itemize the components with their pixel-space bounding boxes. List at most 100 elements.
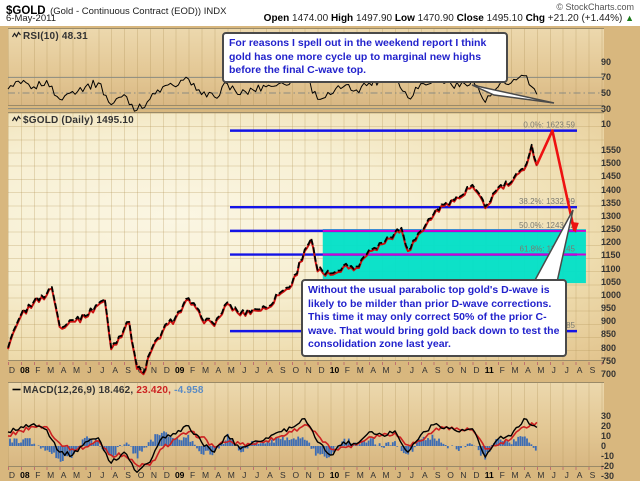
rsi-label-text: RSI(10) 48.31 xyxy=(23,31,88,42)
macd-label-red: 23.420, xyxy=(136,385,172,396)
x-axis-label: A xyxy=(576,365,583,375)
x-axis-label: A xyxy=(112,470,119,480)
x-axis-label: N xyxy=(460,470,467,480)
close-value: 1495.10 xyxy=(486,13,523,24)
line-dash-icon xyxy=(12,385,21,397)
x-axis-label: J xyxy=(564,365,569,375)
y-axis-label: 10 xyxy=(601,119,612,130)
price-label-text: $GOLD (Daily) 1495.10 xyxy=(23,115,134,126)
stockcharts-credit: © StockCharts.com xyxy=(556,2,634,12)
x-axis-label: J xyxy=(396,470,402,480)
x-axis-label: J xyxy=(87,470,92,480)
x-axis-label: J xyxy=(254,470,260,480)
y-axis-label: 1550 xyxy=(601,145,622,156)
high-value: 1497.90 xyxy=(355,13,393,24)
y-axis-label: 10 xyxy=(601,430,612,441)
x-axis-label: 09 xyxy=(174,470,185,480)
x-axis-label: A xyxy=(370,470,377,480)
x-axis-label: J xyxy=(409,470,415,480)
x-axis-label: 08 xyxy=(20,470,30,480)
x-axis-label: M xyxy=(201,470,210,480)
x-axis-label: F xyxy=(499,470,505,480)
x-axis-label: S xyxy=(280,470,286,480)
macd-panel: MACD(12,26,9) 18.462, 23.420, -4.958 xyxy=(8,382,604,467)
x-axis-label: O xyxy=(292,470,300,480)
x-axis-label: J xyxy=(564,470,569,480)
x-axis-label: M xyxy=(382,470,390,480)
x-axis-label: M xyxy=(511,470,519,480)
y-axis-label: 30 xyxy=(601,410,612,421)
y-axis-label: 70 xyxy=(601,72,612,83)
x-axis-label: S xyxy=(589,365,596,375)
x-axis-label: M xyxy=(537,470,545,480)
y-axis-label: 1350 xyxy=(601,197,622,208)
y-axis-label: 950 xyxy=(601,303,617,314)
title-row: $GOLD (Gold - Continuous Contract (EOD))… xyxy=(6,1,634,17)
x-axis-label: O xyxy=(137,470,145,480)
up-triangle-icon: ▲ xyxy=(625,13,634,23)
y-axis-label: 90 xyxy=(601,56,612,67)
indicator-squiggle-icon xyxy=(11,115,21,127)
x-axis-label: F xyxy=(189,470,196,480)
chart-body: RSI(10) 48.31 $GOLD (Daily) 1495.10 MACD… xyxy=(0,26,640,481)
axis-tick-strip xyxy=(8,467,604,470)
y-axis-label: 1100 xyxy=(601,263,621,274)
y-axis-label: 0 xyxy=(601,441,607,451)
y-axis-label: 750 xyxy=(601,355,617,366)
y-axis-label: 1200 xyxy=(601,237,622,248)
close-label: Close xyxy=(456,13,484,24)
macd-label-black: MACD(12,26,9) 18.462, xyxy=(23,385,134,396)
macd-label-blue: -4.958 xyxy=(174,385,204,396)
annotation-box-top: For reasons I spell out in the weekend r… xyxy=(222,32,508,83)
low-label: Low xyxy=(394,13,415,24)
indicator-squiggle-icon xyxy=(11,31,21,43)
x-axis-label: N xyxy=(305,470,312,480)
chart-date: 6-May-2011 xyxy=(6,13,56,24)
y-axis-label: 30 xyxy=(601,103,612,114)
y-axis-label: -20 xyxy=(601,461,615,472)
x-axis-label: A xyxy=(267,470,273,480)
axis-tick-strip xyxy=(8,362,604,365)
y-axis-label: 1500 xyxy=(601,158,622,169)
x-axis-label: 11 xyxy=(484,470,494,480)
y-axis-label: 1300 xyxy=(601,210,622,221)
x-axis-label: S xyxy=(589,470,596,480)
macd-panel-label: MACD(12,26,9) 18.462, 23.420, -4.958 xyxy=(12,385,204,397)
y-axis-label: 50 xyxy=(601,88,612,98)
x-axis-label: J xyxy=(100,470,105,480)
x-axis-label: M xyxy=(227,470,235,480)
price-panel-label: $GOLD (Daily) 1495.10 xyxy=(11,115,134,127)
x-axis-label: 10 xyxy=(329,470,340,480)
x-axis-label: J xyxy=(551,365,556,375)
x-axis-label: M xyxy=(47,470,55,480)
x-axis-label: A xyxy=(421,470,428,480)
x-axis-label: J xyxy=(242,470,247,480)
low-value: 1470.90 xyxy=(417,13,454,24)
y-axis-label: 1250 xyxy=(601,224,622,235)
x-axis-label: D xyxy=(163,470,170,480)
x-axis-label: A xyxy=(576,470,583,480)
x-axis-label: A xyxy=(60,470,67,480)
x-axis-label: A xyxy=(525,470,531,480)
y-axis-label: 20 xyxy=(601,420,612,431)
ohlc-quote: Open 1474.00 High 1497.90 Low 1470.90 Cl… xyxy=(264,13,634,24)
x-axis-label: M xyxy=(72,470,81,480)
open-value: 1474.00 xyxy=(292,13,329,24)
open-label: Open xyxy=(263,13,290,24)
x-axis-label: M xyxy=(356,470,364,480)
symbol: $GOLD xyxy=(6,5,46,17)
y-axis-label: 800 xyxy=(601,342,617,353)
x-axis-label: O xyxy=(447,470,454,480)
x-axis-label: F xyxy=(344,470,350,480)
chg-value: +21.20 (+1.44%) xyxy=(547,13,623,24)
annotation-box-bottom: Without the usual parabolic top gold's D… xyxy=(301,279,567,357)
symbol-description: (Gold - Continuous Contract (EOD)) INDX xyxy=(50,6,227,17)
x-axis-label: S xyxy=(434,470,441,480)
y-axis-label: 1000 xyxy=(601,289,622,300)
y-axis-label: 1050 xyxy=(601,276,622,287)
x-axis-label: D xyxy=(318,470,325,480)
x-axis-label: N xyxy=(150,470,157,480)
quote-row: 6-May-2011 Open 1474.00 High 1497.90 Low… xyxy=(6,13,634,26)
x-axis-label: D xyxy=(8,470,16,480)
